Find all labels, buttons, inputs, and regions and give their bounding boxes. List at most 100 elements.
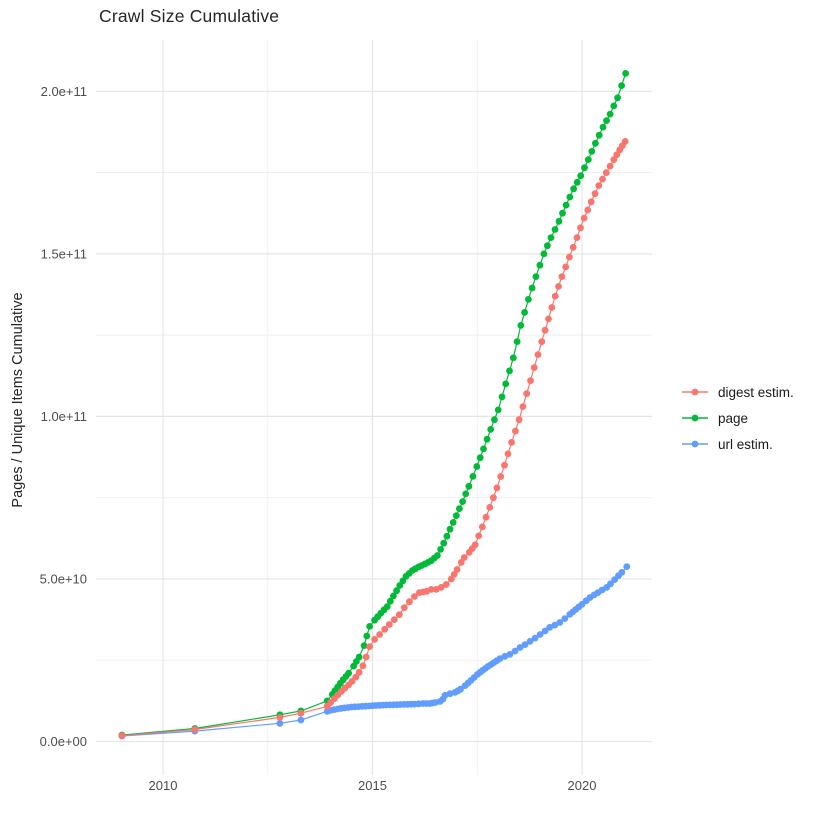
data-point: [276, 714, 284, 721]
data-point: [513, 338, 521, 345]
data-point: [498, 393, 506, 401]
data-point: [381, 625, 389, 633]
data-point: [440, 539, 448, 547]
data-point: [493, 484, 501, 492]
data-point: [547, 234, 555, 242]
data-point: [390, 592, 397, 600]
data-point: [546, 624, 554, 631]
data-point: [566, 253, 573, 261]
data-point: [562, 263, 570, 271]
data-point: [581, 164, 588, 172]
legend-key-icon: [682, 440, 708, 448]
data-point: [427, 586, 435, 593]
data-point: [599, 175, 606, 183]
data-point: [460, 554, 468, 561]
data-point: [457, 685, 464, 693]
y-tick-label: 1.5e+11: [41, 246, 87, 261]
data-point: [456, 505, 463, 512]
data-point: [603, 117, 610, 124]
legend: digest estim. page url estim.: [681, 379, 794, 457]
data-point: [588, 148, 596, 155]
data-point: [362, 653, 370, 661]
data-point: [536, 631, 544, 638]
legend-item-url-estim-: url estim.: [681, 431, 794, 457]
data-point: [516, 644, 524, 651]
data-point: [621, 138, 629, 145]
data-point: [551, 621, 559, 629]
data-point: [599, 123, 607, 131]
data-point: [538, 338, 546, 345]
data-point: [453, 566, 461, 573]
data-point: [606, 162, 614, 170]
data-point: [406, 598, 413, 606]
data-point: [437, 546, 444, 553]
data-point: [475, 532, 483, 540]
y-tick-label: 2.0e+11: [41, 84, 87, 99]
data-point: [508, 439, 515, 446]
data-point: [622, 70, 629, 77]
legend-item-digest-estim-: digest estim.: [681, 379, 794, 405]
data-point: [521, 309, 528, 316]
legend-key-icon: [682, 414, 708, 422]
data-point: [555, 283, 562, 290]
data-point: [297, 716, 305, 724]
data-point: [525, 296, 532, 303]
data-point: [494, 406, 502, 414]
data-point: [471, 541, 479, 549]
data-point: [541, 326, 549, 334]
data-point: [580, 214, 588, 222]
data-point: [595, 182, 603, 190]
data-point: [459, 498, 466, 505]
data-point: [559, 209, 566, 217]
series-line-digest-estim-: [121, 141, 626, 737]
data-point: [610, 156, 618, 164]
legend-item-page: page: [681, 405, 794, 431]
data-point: [506, 367, 513, 375]
data-point: [561, 615, 569, 622]
x-tick-label: 2020: [568, 778, 597, 793]
y-tick-label: 5.0e+10: [40, 571, 87, 586]
data-point: [473, 463, 481, 470]
data-point: [465, 482, 473, 490]
data-point: [610, 102, 618, 110]
data-point: [544, 242, 551, 250]
data-point: [523, 390, 531, 397]
data-point: [390, 616, 398, 623]
data-point: [434, 552, 441, 559]
data-point: [506, 651, 514, 658]
data-point: [359, 662, 367, 670]
data-point: [562, 201, 570, 209]
data-point: [491, 416, 498, 424]
data-point: [592, 139, 599, 147]
data-point: [360, 642, 368, 649]
data-point: [355, 668, 363, 676]
data-point: [411, 593, 418, 600]
plot-title: Crawl Size Cumulative: [99, 6, 280, 26]
data-point: [452, 512, 460, 519]
data-point: [383, 603, 391, 610]
data-point: [551, 226, 559, 233]
x-tick-label: 2010: [149, 778, 178, 793]
data-point: [548, 304, 556, 311]
data-point: [577, 172, 585, 180]
data-point: [614, 94, 621, 102]
y-tick-label: 0.0e+00: [40, 734, 87, 749]
data-point: [531, 634, 539, 642]
legend-label: url estim.: [718, 436, 773, 452]
data-point: [393, 587, 400, 595]
data-point: [371, 636, 378, 643]
data-point: [352, 673, 360, 681]
data-point: [573, 178, 581, 186]
data-point: [584, 206, 592, 214]
data-point: [457, 559, 465, 566]
data-point: [515, 416, 523, 424]
data-point: [385, 621, 393, 628]
data-point: [483, 435, 491, 443]
data-point: [487, 426, 495, 433]
data-point: [504, 450, 512, 458]
y-tick-label: 1.0e+11: [41, 409, 87, 424]
data-point: [530, 364, 538, 371]
data-point: [443, 532, 451, 540]
data-point: [521, 641, 529, 648]
